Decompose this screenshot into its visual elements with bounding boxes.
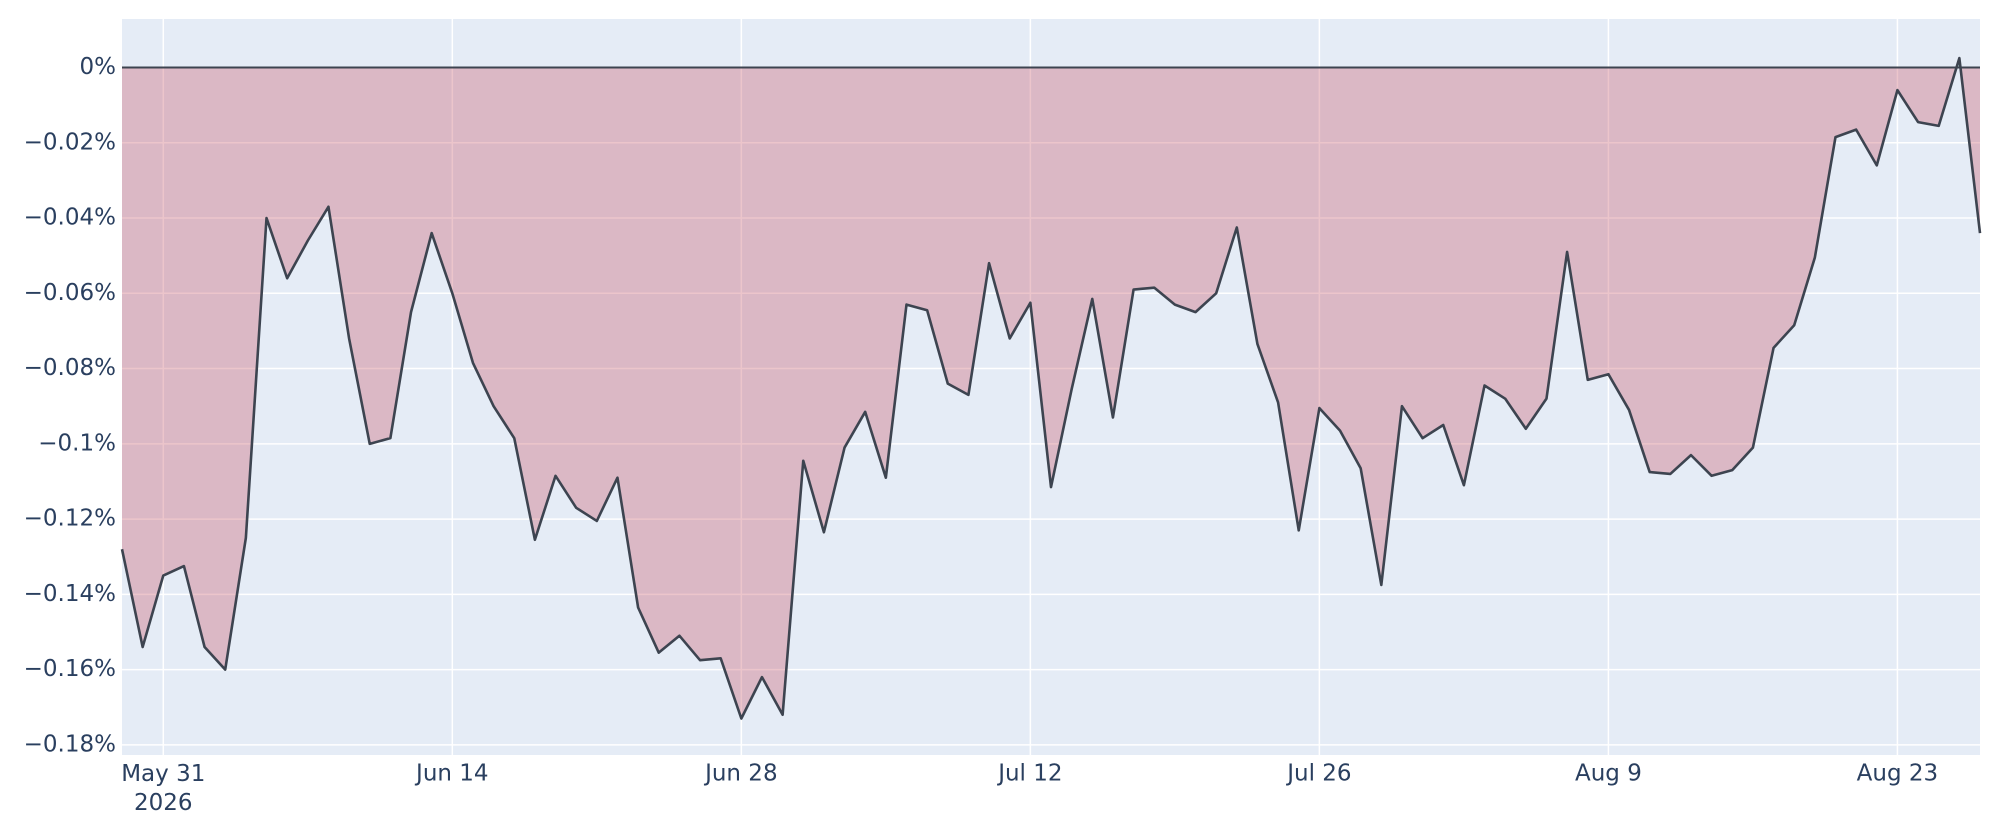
x-tick-label: Jul 12 <box>996 761 1062 787</box>
y-tick-label: −0.06% <box>24 280 116 306</box>
x-tick-label: Jul 26 <box>1285 761 1351 787</box>
y-tick-label: −0.1% <box>38 430 116 456</box>
plot-background <box>122 19 1980 755</box>
y-tick-label: −0.02% <box>24 129 116 155</box>
negative-area <box>122 67 1980 719</box>
x-tick-label: Jun 28 <box>703 761 778 787</box>
y-tick-label: −0.04% <box>24 205 116 231</box>
x-tick-label: Aug 23 <box>1857 761 1939 787</box>
y-tick-label: −0.14% <box>24 581 116 607</box>
y-tick-label: −0.08% <box>24 355 116 381</box>
y-tick-label: −0.18% <box>24 731 116 757</box>
x-tick-label: Aug 9 <box>1575 761 1642 787</box>
y-tick-label: 0% <box>80 54 117 80</box>
y-tick-label: −0.16% <box>24 656 116 682</box>
line <box>120 56 1982 720</box>
y-tick-label: −0.12% <box>24 506 116 532</box>
x-tick-label: May 31 2026 <box>121 761 205 816</box>
x-tick-label: Jun 14 <box>414 761 489 787</box>
